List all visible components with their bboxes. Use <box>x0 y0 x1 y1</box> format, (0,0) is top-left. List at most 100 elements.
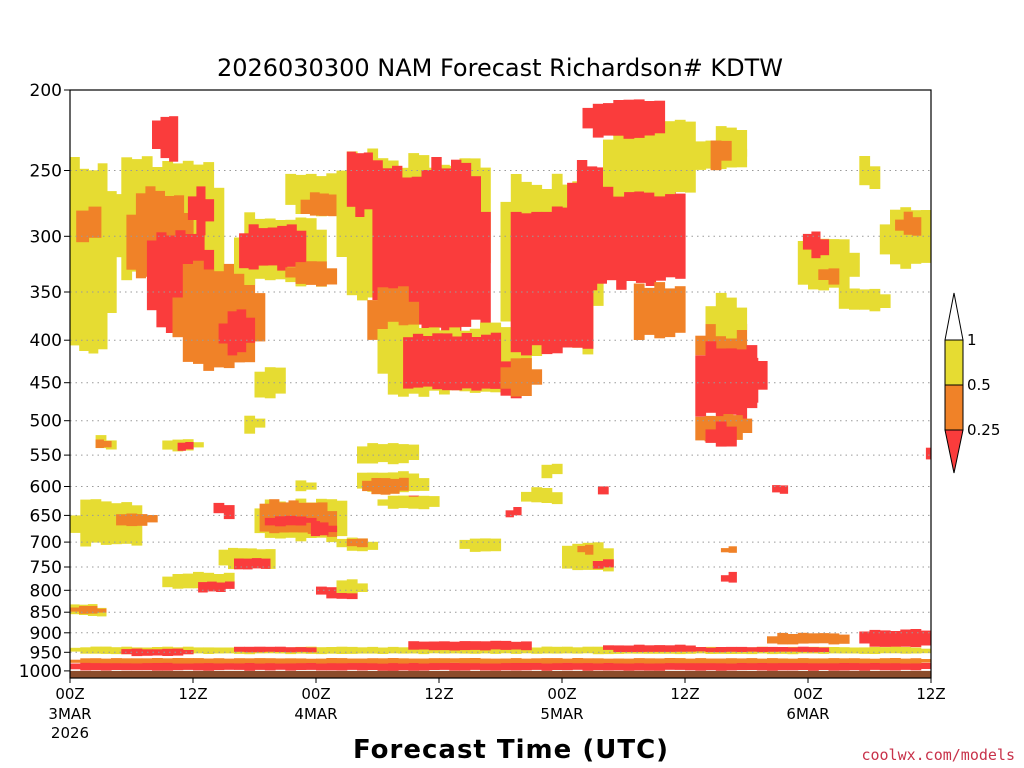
ri-patch-orange-82-cell-1 <box>728 546 737 553</box>
ri-surface-band-yellow-2-cell-76 <box>849 647 860 654</box>
ri-surface-band-yellow-2-cell-51 <box>592 646 604 655</box>
ri-surface-band-red-0-cell-8 <box>152 661 163 671</box>
ri-surface-band-orange-1-cell-26 <box>336 658 348 664</box>
ri-patch-yellow-42-cell-3 <box>869 288 881 312</box>
ri-patch-red-20-cell-2 <box>392 165 403 334</box>
ri-patch-orange-21-cell-3 <box>398 286 409 356</box>
ri-patch-orange-52-cell-0 <box>95 439 104 448</box>
ri-surface-band-orange-1-cell-79 <box>879 658 891 664</box>
ri-patch-red-79-cell-0 <box>772 485 781 493</box>
ri-patch-orange-10-cell-0 <box>172 297 184 338</box>
ri-surface-band-orange-1-cell-42 <box>500 658 512 664</box>
ri-surface-band-red-0-cell-38 <box>459 661 471 671</box>
ri-surface-band-red-0-cell-35 <box>428 662 440 670</box>
ri-surface-band-red-0-cell-48 <box>562 662 573 671</box>
legend-label-2: 0.25 <box>967 421 1000 439</box>
ri-patch-yellow-75-cell-0 <box>541 464 553 479</box>
ri-patch-yellow-76-cell-0 <box>562 545 573 569</box>
ri-patch-yellow-73-cell-1 <box>346 579 358 594</box>
ri-surface-band-yellow-2-cell-49 <box>572 647 584 654</box>
ri-patch-yellow-54-cell-3 <box>387 443 399 465</box>
ri-patch-orange-47-cell-0 <box>710 140 722 171</box>
ri-patch-orange-29-cell-3 <box>664 288 676 338</box>
ri-surface-band-red-4-cell-5 <box>285 647 297 653</box>
ri-surface-band-yellow-2-cell-4 <box>111 647 122 655</box>
ri-surface-band-orange-1-cell-19 <box>264 658 276 664</box>
ri-patch-orange-60-cell-7 <box>326 511 338 537</box>
y-tick-label-1000: 1000 <box>19 662 62 682</box>
plot-frame <box>69 89 932 679</box>
ri-surface-band-red-0-cell-39 <box>469 662 481 670</box>
legend-label-0: 1 <box>967 331 977 349</box>
ri-surface-band-orange-1-cell-34 <box>418 658 430 664</box>
ri-surface-band-orange-1-cell-75 <box>838 658 850 663</box>
ri-patch-yellow-46-cell-1 <box>695 141 707 167</box>
ri-patch-orange-36-cell-5 <box>742 418 753 433</box>
ri-surface-band-red-4-cell-0 <box>234 646 245 652</box>
ri-surface-band-red-0-cell-58 <box>664 662 676 670</box>
ri-patch-red-71-cell-0 <box>198 582 208 593</box>
y-tick-label-250: 250 <box>30 162 62 182</box>
ri-patch-orange-1-cell-0 <box>76 210 90 243</box>
ri-surface-band-red-3-cell-6 <box>182 650 194 655</box>
ri-surface-band-red-0-cell-19 <box>264 662 276 671</box>
y-tick-label-950: 950 <box>30 643 62 663</box>
ri-surface-band-red-7-cell-6 <box>767 646 778 652</box>
chart-title: 2026030300 NAM Forecast Richardson# KDTW <box>217 54 783 82</box>
ri-patch-yellow-38-cell-0 <box>705 306 717 325</box>
ri-patch-red-20-cell-9 <box>460 162 472 327</box>
ri-surface-band-orange-1-cell-70 <box>787 658 799 664</box>
ri-patch-orange-52-cell-1 <box>103 441 112 448</box>
ri-patch-red-23-cell-4 <box>442 333 453 391</box>
ri-surface-band-red-0-cell-21 <box>285 661 297 671</box>
ri-surface-band-orange-1-cell-20 <box>275 658 286 664</box>
ri-patch-orange-33-cell-2 <box>715 322 727 373</box>
ri-surface-band-red-6-cell-8 <box>685 645 696 652</box>
ri-patch-red-35-cell-4 <box>757 361 768 390</box>
ri-surface-band-orange-1-cell-21 <box>285 658 297 664</box>
legend-swatch-2 <box>944 384 964 431</box>
ri-surface-band-red-9-cell-0 <box>859 631 871 644</box>
ri-surface-band-yellow-2-cell-47 <box>551 646 563 654</box>
ri-patch-orange-44-cell-1 <box>903 211 913 235</box>
ri-patch-red-28-cell-7 <box>635 161 647 283</box>
ri-patch-red-35-cell-1 <box>730 363 740 401</box>
ri-surface-band-red-4-cell-3 <box>264 646 276 652</box>
ri-patch-orange-56-cell-2 <box>380 478 391 495</box>
ri-patch-red-40-cell-1 <box>811 231 821 259</box>
ri-patch-yellow-63-cell-1 <box>305 482 317 490</box>
ri-patch-red-23-cell-8 <box>481 334 492 389</box>
ri-patch-red-23-cell-5 <box>451 336 463 391</box>
ri-patch-yellow-53-cell-0 <box>244 415 256 434</box>
ri-surface-band-red-0-cell-79 <box>879 662 891 671</box>
ri-surface-band-yellow-2-cell-32 <box>398 647 409 654</box>
y-tick-label-500: 500 <box>30 412 62 432</box>
ri-patch-orange-33-cell-4 <box>736 324 748 361</box>
ri-surface-band-orange-1-cell-10 <box>172 658 184 664</box>
ri-patch-yellow-2-cell-2 <box>90 499 102 543</box>
ri-patch-yellow-43-cell-2 <box>900 207 912 269</box>
ri-patch-yellow-54-cell-4 <box>398 444 409 464</box>
ri-surface-band-red-0-cell-43 <box>510 662 522 671</box>
ri-patch-yellow-48-cell-2 <box>275 367 286 394</box>
ri-surface-band-yellow-2-cell-2 <box>90 646 102 654</box>
ri-patch-yellow-16-cell-4 <box>326 173 338 213</box>
ri-surface-band-orange-1-cell-64 <box>726 658 737 664</box>
ri-patch-orange-1-cell-1 <box>88 206 102 238</box>
ri-surface-band-orange-1-cell-1 <box>80 658 92 663</box>
ri-patch-yellow-18-cell-0 <box>336 185 348 257</box>
x-tick-label-4: 00Z <box>547 685 576 703</box>
ri-patch-red-37-cell-2 <box>726 426 737 447</box>
ri-patch-yellow-18-cell-2 <box>357 165 368 301</box>
ri-patch-orange-5-cell-3 <box>96 608 107 613</box>
ri-patch-red-37-cell-0 <box>705 429 717 443</box>
ri-patch-yellow-30-cell-1 <box>613 119 625 197</box>
ri-patch-orange-17-cell-1 <box>309 192 320 216</box>
ri-patch-orange-60-cell-6 <box>317 502 328 534</box>
ri-surface-band-red-3-cell-0 <box>121 649 133 655</box>
y-axis: 200 250 300 350 400 450 500 550 600 650 700 750 8008… <box>19 81 70 682</box>
ri-patch-red-27-cell-4 <box>551 206 563 354</box>
ri-surface-band-orange-1-cell-48 <box>562 658 573 663</box>
ri-surface-band-orange-1-cell-50 <box>582 658 594 664</box>
ri-patch-orange-7-cell-0 <box>126 214 137 270</box>
